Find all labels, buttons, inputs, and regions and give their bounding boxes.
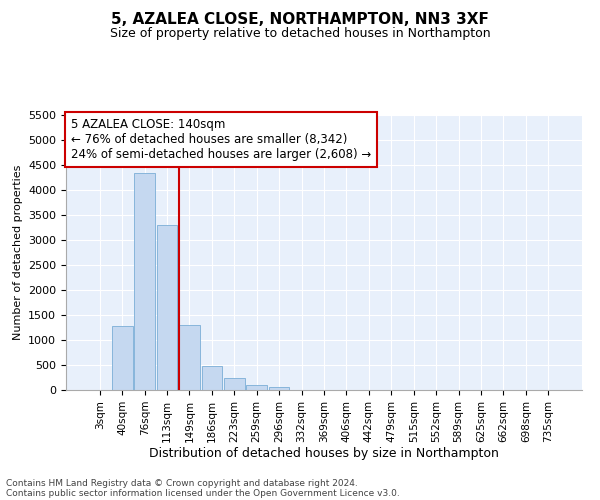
Bar: [157, 225, 178, 390]
Text: Contains public sector information licensed under the Open Government Licence v3: Contains public sector information licen…: [6, 488, 400, 498]
Bar: [179, 325, 200, 390]
Bar: [134, 172, 155, 390]
Text: 5, AZALEA CLOSE, NORTHAMPTON, NN3 3XF: 5, AZALEA CLOSE, NORTHAMPTON, NN3 3XF: [111, 12, 489, 28]
Bar: [202, 366, 222, 390]
Bar: [269, 387, 289, 390]
Bar: [224, 378, 245, 390]
Bar: [247, 385, 267, 390]
X-axis label: Distribution of detached houses by size in Northampton: Distribution of detached houses by size …: [149, 448, 499, 460]
Bar: [112, 326, 133, 390]
Text: Contains HM Land Registry data © Crown copyright and database right 2024.: Contains HM Land Registry data © Crown c…: [6, 478, 358, 488]
Y-axis label: Number of detached properties: Number of detached properties: [13, 165, 23, 340]
Text: Size of property relative to detached houses in Northampton: Size of property relative to detached ho…: [110, 28, 490, 40]
Text: 5 AZALEA CLOSE: 140sqm
← 76% of detached houses are smaller (8,342)
24% of semi-: 5 AZALEA CLOSE: 140sqm ← 76% of detached…: [71, 118, 371, 161]
